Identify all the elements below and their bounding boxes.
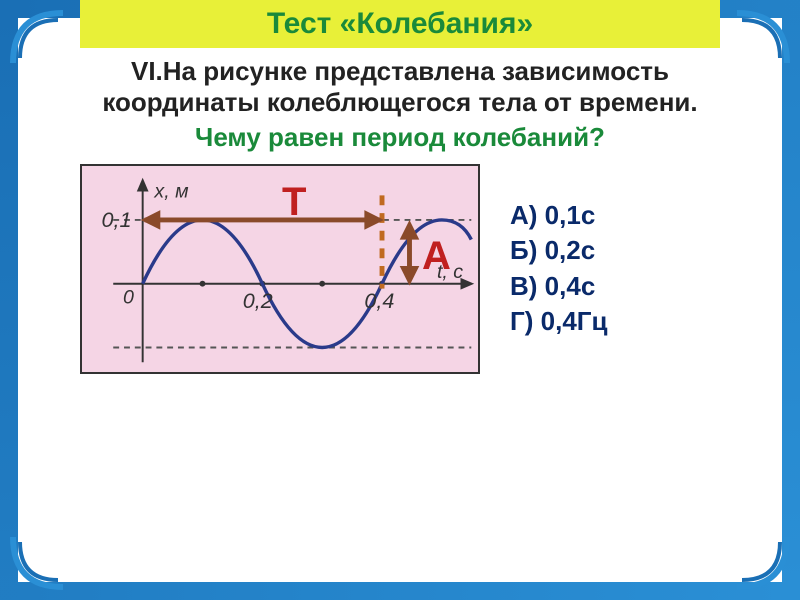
corner-ornament-icon [8, 532, 68, 592]
x-tick [200, 280, 206, 286]
amplitude-label: А [422, 234, 451, 279]
question-sub: Чему равен период колебаний? [60, 122, 740, 153]
page-title: Тест «Колебания» [267, 7, 533, 41]
corner-ornament-icon [732, 8, 792, 68]
y-axis-arrow-icon [137, 177, 149, 191]
question-text: VI.На рисунке представлена зависимость к… [60, 56, 740, 118]
period-label: Т [282, 180, 306, 225]
y-axis-label: x, м [153, 180, 189, 202]
answer-option: Б) 0,2с [510, 233, 608, 268]
answer-list: А) 0,1с Б) 0,2с В) 0,4с Г) 0,4Гц [510, 198, 608, 338]
answer-option: В) 0,4с [510, 269, 608, 304]
x-tick-label-2: 0,4 [364, 288, 394, 313]
period-arrow-right-icon [364, 210, 384, 230]
corner-ornament-icon [8, 8, 68, 68]
figure-row: x, м t, с 0,1 0 0,2 0,4 Т А А) 0,1с Б) 0… [80, 164, 740, 374]
content-area: VI.На рисунке представлена зависимость к… [60, 56, 740, 570]
y-tick-label: 0,1 [101, 206, 131, 231]
header-bar: Тест «Колебания» [80, 0, 720, 48]
answer-option: Г) 0,4Гц [510, 304, 608, 339]
x-tick [319, 280, 325, 286]
chart-svg: x, м t, с 0,1 0 0,2 0,4 [82, 166, 478, 372]
answer-option: А) 0,1с [510, 198, 608, 233]
corner-ornament-icon [732, 532, 792, 592]
origin-label: 0 [123, 286, 134, 308]
x-tick-label-1: 0,2 [243, 288, 273, 313]
oscillation-chart: x, м t, с 0,1 0 0,2 0,4 Т А [80, 164, 480, 374]
